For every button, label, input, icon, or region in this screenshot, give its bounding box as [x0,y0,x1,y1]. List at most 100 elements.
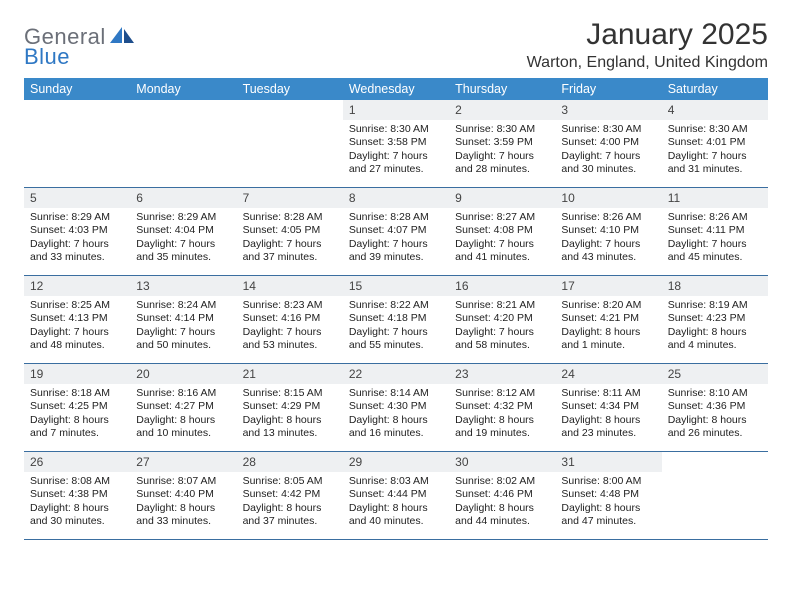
sunset-line: Sunset: 4:00 PM [561,136,655,149]
day-number: 21 [237,364,343,384]
header: General January 2025 Warton, England, Un… [24,18,768,72]
day-number: 1 [343,100,449,120]
daylight-line: Daylight: 8 hours and 19 minutes. [455,414,549,441]
daylight-line: Daylight: 7 hours and 27 minutes. [349,150,443,177]
brand-sail-icon [110,25,136,50]
day-number: 26 [24,452,130,472]
sunset-line: Sunset: 4:05 PM [243,224,337,237]
sunset-line: Sunset: 4:36 PM [668,400,762,413]
day-body: Sunrise: 8:02 AMSunset: 4:46 PMDaylight:… [449,472,555,535]
day-number: 10 [555,188,661,208]
day-number: 2 [449,100,555,120]
day-number: 19 [24,364,130,384]
sunrise-line: Sunrise: 8:28 AM [243,211,337,224]
day-body: Sunrise: 8:19 AMSunset: 4:23 PMDaylight:… [662,296,768,359]
day-body: Sunrise: 8:15 AMSunset: 4:29 PMDaylight:… [237,384,343,447]
sunrise-line: Sunrise: 8:02 AM [455,475,549,488]
sunset-line: Sunset: 4:20 PM [455,312,549,325]
calendar-cell: 26Sunrise: 8:08 AMSunset: 4:38 PMDayligh… [24,452,130,540]
daylight-line: Daylight: 8 hours and 7 minutes. [30,414,124,441]
calendar-cell: 8Sunrise: 8:28 AMSunset: 4:07 PMDaylight… [343,188,449,276]
day-body: Sunrise: 8:27 AMSunset: 4:08 PMDaylight:… [449,208,555,271]
day-number: 28 [237,452,343,472]
sunrise-line: Sunrise: 8:30 AM [349,123,443,136]
daylight-line: Daylight: 8 hours and 40 minutes. [349,502,443,529]
daylight-line: Daylight: 8 hours and 10 minutes. [136,414,230,441]
weekday-header: Tuesday [237,78,343,100]
sunset-line: Sunset: 4:08 PM [455,224,549,237]
calendar-cell: 7Sunrise: 8:28 AMSunset: 4:05 PMDaylight… [237,188,343,276]
calendar-cell: 17Sunrise: 8:20 AMSunset: 4:21 PMDayligh… [555,276,661,364]
daylight-line: Daylight: 7 hours and 35 minutes. [136,238,230,265]
calendar-cell-empty [662,452,768,540]
day-body: Sunrise: 8:29 AMSunset: 4:03 PMDaylight:… [24,208,130,271]
day-number: 27 [130,452,236,472]
daylight-line: Daylight: 8 hours and 26 minutes. [668,414,762,441]
calendar-cell: 2Sunrise: 8:30 AMSunset: 3:59 PMDaylight… [449,100,555,188]
day-number: 15 [343,276,449,296]
day-number: 3 [555,100,661,120]
day-body: Sunrise: 8:21 AMSunset: 4:20 PMDaylight:… [449,296,555,359]
calendar-page: General January 2025 Warton, England, Un… [0,0,792,540]
day-number: 13 [130,276,236,296]
calendar-cell: 19Sunrise: 8:18 AMSunset: 4:25 PMDayligh… [24,364,130,452]
calendar-cell: 13Sunrise: 8:24 AMSunset: 4:14 PMDayligh… [130,276,236,364]
day-body: Sunrise: 8:18 AMSunset: 4:25 PMDaylight:… [24,384,130,447]
daylight-line: Daylight: 8 hours and 30 minutes. [30,502,124,529]
day-body: Sunrise: 8:05 AMSunset: 4:42 PMDaylight:… [237,472,343,535]
calendar-cell: 6Sunrise: 8:29 AMSunset: 4:04 PMDaylight… [130,188,236,276]
sunset-line: Sunset: 4:14 PM [136,312,230,325]
day-body: Sunrise: 8:30 AMSunset: 4:00 PMDaylight:… [555,120,661,183]
sunrise-line: Sunrise: 8:29 AM [30,211,124,224]
day-body: Sunrise: 8:29 AMSunset: 4:04 PMDaylight:… [130,208,236,271]
day-body: Sunrise: 8:25 AMSunset: 4:13 PMDaylight:… [24,296,130,359]
calendar-cell: 29Sunrise: 8:03 AMSunset: 4:44 PMDayligh… [343,452,449,540]
daylight-line: Daylight: 7 hours and 31 minutes. [668,150,762,177]
day-body: Sunrise: 8:28 AMSunset: 4:05 PMDaylight:… [237,208,343,271]
day-number: 5 [24,188,130,208]
weekday-header: Monday [130,78,236,100]
sunrise-line: Sunrise: 8:11 AM [561,387,655,400]
title-block: January 2025 Warton, England, United Kin… [527,18,768,72]
sunset-line: Sunset: 4:27 PM [136,400,230,413]
sunrise-line: Sunrise: 8:14 AM [349,387,443,400]
day-number: 17 [555,276,661,296]
day-body: Sunrise: 8:22 AMSunset: 4:18 PMDaylight:… [343,296,449,359]
calendar-cell: 28Sunrise: 8:05 AMSunset: 4:42 PMDayligh… [237,452,343,540]
sunset-line: Sunset: 4:07 PM [349,224,443,237]
calendar-cell-empty [237,100,343,188]
day-body: Sunrise: 8:00 AMSunset: 4:48 PMDaylight:… [555,472,661,535]
daylight-line: Daylight: 7 hours and 39 minutes. [349,238,443,265]
daylight-line: Daylight: 8 hours and 44 minutes. [455,502,549,529]
sunset-line: Sunset: 4:21 PM [561,312,655,325]
calendar-cell: 27Sunrise: 8:07 AMSunset: 4:40 PMDayligh… [130,452,236,540]
sunrise-line: Sunrise: 8:24 AM [136,299,230,312]
day-body: Sunrise: 8:26 AMSunset: 4:11 PMDaylight:… [662,208,768,271]
sunset-line: Sunset: 4:04 PM [136,224,230,237]
daylight-line: Daylight: 7 hours and 30 minutes. [561,150,655,177]
sunset-line: Sunset: 4:30 PM [349,400,443,413]
day-number: 25 [662,364,768,384]
weekday-header: Friday [555,78,661,100]
sunset-line: Sunset: 4:18 PM [349,312,443,325]
day-body: Sunrise: 8:24 AMSunset: 4:14 PMDaylight:… [130,296,236,359]
sunrise-line: Sunrise: 8:08 AM [30,475,124,488]
sunset-line: Sunset: 4:44 PM [349,488,443,501]
sunrise-line: Sunrise: 8:29 AM [136,211,230,224]
day-number: 22 [343,364,449,384]
day-body: Sunrise: 8:30 AMSunset: 3:59 PMDaylight:… [449,120,555,183]
day-number: 12 [24,276,130,296]
daylight-line: Daylight: 8 hours and 37 minutes. [243,502,337,529]
calendar-cell: 24Sunrise: 8:11 AMSunset: 4:34 PMDayligh… [555,364,661,452]
sunset-line: Sunset: 4:13 PM [30,312,124,325]
day-number: 20 [130,364,236,384]
day-body: Sunrise: 8:26 AMSunset: 4:10 PMDaylight:… [555,208,661,271]
day-body: Sunrise: 8:20 AMSunset: 4:21 PMDaylight:… [555,296,661,359]
calendar-cell: 22Sunrise: 8:14 AMSunset: 4:30 PMDayligh… [343,364,449,452]
sunset-line: Sunset: 4:46 PM [455,488,549,501]
day-body: Sunrise: 8:11 AMSunset: 4:34 PMDaylight:… [555,384,661,447]
day-number: 23 [449,364,555,384]
sunset-line: Sunset: 4:34 PM [561,400,655,413]
calendar-cell: 18Sunrise: 8:19 AMSunset: 4:23 PMDayligh… [662,276,768,364]
sunset-line: Sunset: 4:01 PM [668,136,762,149]
